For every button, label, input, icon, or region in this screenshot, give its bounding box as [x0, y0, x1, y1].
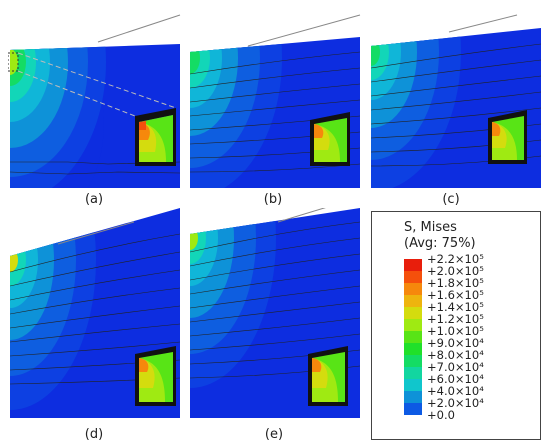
caption-c: (c): [442, 192, 460, 207]
contour-plot-e: [190, 208, 360, 418]
legend-label: +1.8×10⁵: [427, 276, 484, 290]
legend-label: +8.0×10⁴: [427, 348, 484, 362]
legend-swatch: [404, 295, 422, 307]
inset-zoom-c: [488, 110, 527, 164]
legend-label: +2.0×10⁴: [427, 396, 484, 410]
legend-title-line1: S, Mises: [404, 220, 457, 235]
legend-label: +7.0×10⁴: [427, 360, 484, 374]
legend-swatch: [404, 379, 422, 391]
legend-swatch: [404, 343, 422, 355]
contour-panel-b: [188, 12, 363, 190]
caption-e: (e): [264, 427, 284, 442]
contour-plot-c: [371, 14, 541, 188]
inset-zoom-d: [135, 346, 176, 406]
inset-zoom-e: [308, 346, 348, 406]
legend-label: +6.0×10⁴: [427, 372, 484, 386]
stress-legend: S, Mises (Avg: 75%) +2.2×10⁵ +2.0×10⁵ +1.8…: [371, 211, 541, 440]
legend-label: +0.0: [427, 408, 455, 422]
legend-color-bar: [404, 259, 422, 415]
legend-swatch: [404, 331, 422, 343]
contour-plot-d: [10, 208, 180, 418]
legend-label: +1.4×10⁵: [427, 300, 484, 314]
caption-d: (d): [84, 427, 104, 442]
legend-swatch: [404, 403, 422, 415]
legend-label: +4.0×10⁴: [427, 384, 484, 398]
caption-a: (a): [84, 192, 104, 207]
legend-label: +1.6×10⁵: [427, 288, 484, 302]
contour-plot-b: [190, 14, 361, 188]
contour-panel-d: [8, 208, 183, 420]
contour-panel-a: [8, 12, 183, 190]
legend-label: +2.2×10⁵: [427, 252, 484, 266]
inset-zoom-a: [135, 108, 176, 166]
legend-swatch: [404, 271, 422, 283]
legend-swatch: [404, 307, 422, 319]
legend-swatch: [404, 283, 422, 295]
contour-plot-a: [8, 14, 181, 188]
legend-label: +2.0×10⁵: [427, 264, 484, 278]
legend-label: +1.2×10⁵: [427, 312, 484, 326]
legend-title-line2: (Avg: 75%): [404, 236, 476, 251]
legend-swatch: [404, 259, 422, 271]
caption-b: (b): [263, 192, 283, 207]
legend-swatch: [404, 355, 422, 367]
legend-title: S, Mises (Avg: 75%): [404, 220, 476, 252]
legend-label: +1.0×10⁵: [427, 324, 484, 338]
legend-label: +9.0×10⁴: [427, 336, 484, 350]
contour-panel-e: [188, 208, 363, 420]
legend-swatch: [404, 367, 422, 379]
contour-panel-c: [369, 12, 544, 190]
legend-swatch: [404, 319, 422, 331]
legend-swatch: [404, 391, 422, 403]
inset-zoom-b: [310, 112, 350, 166]
